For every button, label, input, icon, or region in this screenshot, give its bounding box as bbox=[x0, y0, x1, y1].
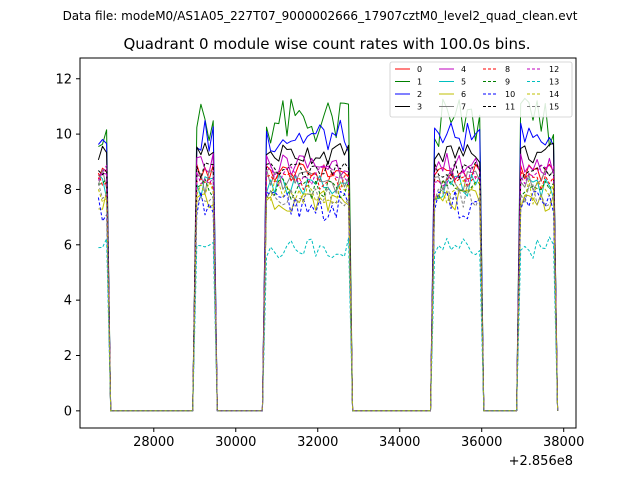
axes-layer bbox=[79, 57, 577, 429]
series-line-11 bbox=[98, 160, 559, 412]
legend-label-14: 14 bbox=[549, 90, 559, 99]
legend-label-9: 9 bbox=[505, 78, 510, 87]
x-tick-label: 32000 bbox=[297, 435, 338, 450]
y-tick-label: 0 bbox=[64, 404, 72, 419]
x-tick-label: 28000 bbox=[133, 435, 174, 450]
x-tick-label: 36000 bbox=[461, 435, 502, 450]
series-layer bbox=[97, 97, 559, 412]
x-tick-label: 38000 bbox=[543, 435, 584, 450]
chart-title: Quadrant 0 module wise count rates with … bbox=[123, 35, 530, 53]
series-line-15 bbox=[97, 182, 559, 412]
y-tick-label: 4 bbox=[64, 294, 72, 309]
legend-label-5: 5 bbox=[461, 78, 466, 87]
y-tick-label: 6 bbox=[64, 238, 72, 253]
legend-label-11: 11 bbox=[505, 103, 515, 112]
legend-box bbox=[389, 61, 573, 118]
legend-label-0: 0 bbox=[417, 65, 422, 74]
legend-label-6: 6 bbox=[461, 90, 466, 99]
x-tick-label: 34000 bbox=[379, 435, 420, 450]
legend-label-13: 13 bbox=[549, 78, 559, 87]
figure-suptitle: Data file: modeM0/AS1A05_227T07_90000026… bbox=[63, 9, 578, 23]
y-tick-label: 12 bbox=[55, 72, 72, 87]
legend-label-15: 15 bbox=[549, 103, 559, 112]
plot-frame bbox=[79, 57, 577, 429]
legend-label-8: 8 bbox=[505, 65, 510, 74]
legend-label-12: 12 bbox=[549, 65, 559, 74]
y-tick-label: 2 bbox=[64, 349, 72, 364]
legend-label-10: 10 bbox=[505, 90, 515, 99]
y-tick-label: 10 bbox=[55, 128, 72, 143]
legend-label-2: 2 bbox=[417, 90, 422, 99]
legend-label-4: 4 bbox=[461, 65, 466, 74]
x-tick-label: 30000 bbox=[215, 435, 256, 450]
x-offset-label: +2.856e8 bbox=[509, 454, 573, 469]
legend-label-3: 3 bbox=[417, 103, 422, 112]
y-tick-label: 8 bbox=[64, 183, 72, 198]
legend-label-1: 1 bbox=[417, 78, 422, 87]
legend-label-7: 7 bbox=[461, 103, 466, 112]
